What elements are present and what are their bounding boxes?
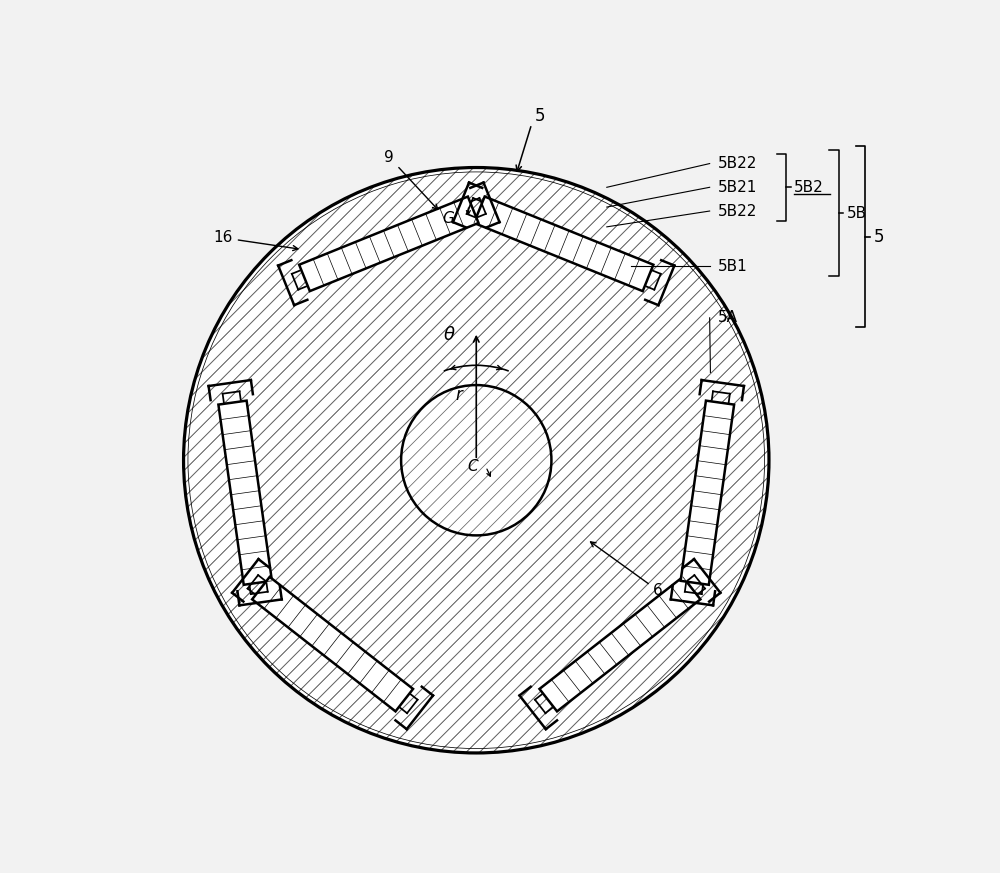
Text: 6: 6 xyxy=(591,542,663,598)
Text: C: C xyxy=(467,459,478,474)
Text: 5B22: 5B22 xyxy=(718,203,757,218)
Text: 5B2: 5B2 xyxy=(794,180,824,195)
Text: 5B22: 5B22 xyxy=(718,156,757,171)
Polygon shape xyxy=(218,401,272,585)
Text: 5: 5 xyxy=(873,228,884,245)
Polygon shape xyxy=(681,401,734,585)
Text: 5B21: 5B21 xyxy=(718,180,757,195)
Polygon shape xyxy=(299,196,479,291)
Circle shape xyxy=(184,168,769,753)
Text: 16: 16 xyxy=(213,230,298,251)
Polygon shape xyxy=(474,196,653,291)
Text: G: G xyxy=(443,211,455,226)
Text: 5A: 5A xyxy=(718,310,738,326)
Text: 5B: 5B xyxy=(847,205,867,221)
Polygon shape xyxy=(539,577,700,711)
Text: 9: 9 xyxy=(384,150,438,210)
Text: r: r xyxy=(455,386,462,404)
Text: 5B1: 5B1 xyxy=(718,259,747,274)
Text: 5: 5 xyxy=(534,107,545,125)
Polygon shape xyxy=(252,577,413,711)
Text: θ: θ xyxy=(444,326,455,344)
